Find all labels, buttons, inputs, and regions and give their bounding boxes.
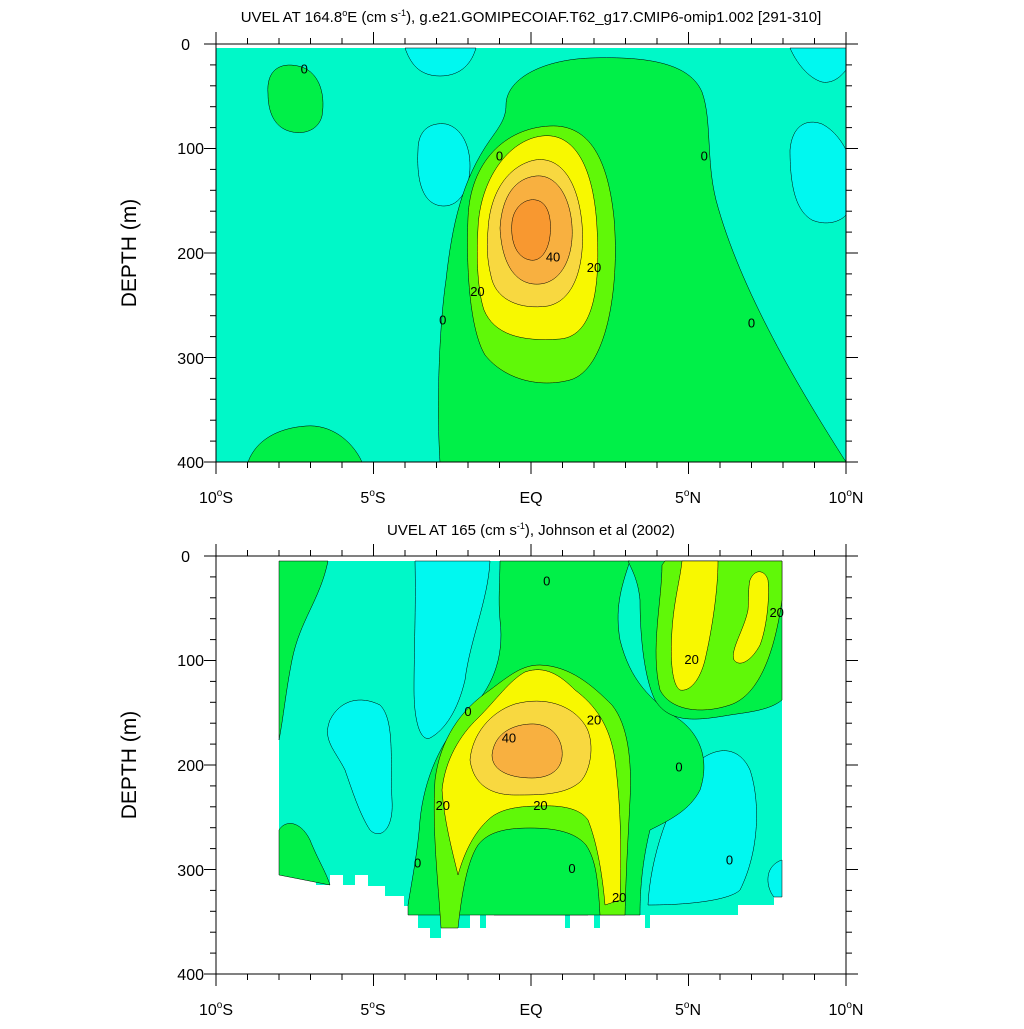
bottom-fill-cyan-left xyxy=(413,560,491,739)
top-x-tick-label: 10oS xyxy=(199,488,233,507)
top-y-tick-label: 200 xyxy=(177,246,204,263)
top-y-tick-labels: 0 100 200 300 400 xyxy=(177,37,204,472)
bottom-contour-label: 0 xyxy=(726,853,733,868)
bottom-contour-label: 20 xyxy=(684,652,698,667)
top-contour-labels: 0 0 0 0 0 20 20 40 xyxy=(301,62,756,331)
bottom-contour-label: 0 xyxy=(568,861,575,876)
bottom-contour-field xyxy=(278,560,783,938)
top-fill-surface-strip xyxy=(216,44,846,48)
bottom-fill-cyan-left-mid xyxy=(327,699,393,834)
bottom-y-tick-label: 100 xyxy=(177,653,204,670)
bottom-x-tick-label: 5oN xyxy=(675,1000,701,1019)
top-fill-cyan-top-right xyxy=(789,47,846,83)
top-panel: UVEL AT 164.8oE (cm s-1), g.e21.GOMIPECO… xyxy=(118,8,863,507)
top-fill-cyan-mid-left xyxy=(417,123,471,207)
bottom-x-tick-label: 5oS xyxy=(360,1000,385,1019)
bottom-fill-green-left-col xyxy=(278,560,329,741)
bottom-contour-labels: 0 0 0 0 0 0 20 20 20 20 20 20 40 xyxy=(414,574,784,906)
bottom-fill-green-lower-left xyxy=(278,823,331,886)
bottom-y-axis-label: DEPTH (m) xyxy=(118,711,141,820)
bottom-contour-label: 20 xyxy=(612,890,626,905)
bottom-title-exp: -1 xyxy=(517,521,525,531)
bottom-contour-label: 40 xyxy=(502,730,516,745)
top-fill-green-bottom-left xyxy=(247,425,363,462)
top-tick-marks xyxy=(204,32,858,474)
bottom-contour-label: 0 xyxy=(675,760,682,775)
top-fill-cyan-top-left xyxy=(404,47,477,77)
bottom-contour-label: 0 xyxy=(543,574,550,589)
top-contour-label: 0 xyxy=(748,315,755,330)
top-contour-label: 0 xyxy=(301,62,308,77)
bottom-contour-label: 20 xyxy=(769,605,783,620)
top-title-exp: -1 xyxy=(398,8,406,18)
bottom-fill-cyan-bottom-right xyxy=(767,859,783,898)
top-x-tick-label: 5oN xyxy=(675,488,701,507)
top-x-tick-labels: 10oS 5oS EQ 5oN 10oN xyxy=(199,488,863,507)
top-y-tick-label: 400 xyxy=(177,455,204,472)
bottom-fill-orange-center xyxy=(491,723,563,779)
top-contour-label: 20 xyxy=(587,260,601,275)
top-fill-green-blob-left xyxy=(267,64,324,133)
bottom-title-prefix: UVEL AT 165 (cm s xyxy=(387,522,517,539)
top-y-tick-label: 300 xyxy=(177,351,204,368)
top-contour-label: 20 xyxy=(470,284,484,299)
top-x-tick-label: EQ xyxy=(519,490,542,507)
top-x-tick-label: 5oS xyxy=(360,488,385,507)
top-contour-label: 0 xyxy=(496,148,503,163)
bottom-contour-label: 20 xyxy=(533,798,547,813)
bottom-contour-label: 0 xyxy=(464,704,471,719)
top-x-tick-label: 10oN xyxy=(829,488,864,507)
bottom-title: UVEL AT 165 (cm s-1), Johnson et al (200… xyxy=(387,521,675,539)
top-title-main: E (cm s xyxy=(347,9,398,26)
top-y-tick-label: 100 xyxy=(177,141,204,158)
top-contour-field xyxy=(216,44,846,462)
top-fill-cyan-mid-right xyxy=(789,121,846,224)
bottom-tick-marks xyxy=(204,544,858,986)
bottom-y-tick-label: 0 xyxy=(181,549,190,566)
top-contour-label: 0 xyxy=(701,148,708,163)
top-title-degree: o xyxy=(342,8,347,18)
bottom-contour-label: 20 xyxy=(436,798,450,813)
bottom-x-tick-label: 10oS xyxy=(199,1000,233,1019)
bottom-title-suffix: ), Johnson et al (2002) xyxy=(525,522,675,539)
bottom-y-tick-label: 400 xyxy=(177,967,204,984)
top-title-prefix: UVEL AT 164.8 xyxy=(241,9,342,26)
bottom-x-tick-label: 10oN xyxy=(829,1000,864,1019)
bottom-x-tick-labels: 10oS 5oS EQ 5oN 10oN xyxy=(199,1000,863,1019)
bottom-fill-yellow-right-blob xyxy=(733,571,769,664)
top-title-suffix: ), g.e21.GOMIPECOIAF.T62_g17.CMIP6-omip1… xyxy=(406,9,821,26)
bottom-contour-label: 20 xyxy=(587,713,601,728)
top-y-tick-label: 0 xyxy=(181,37,190,54)
top-fill-dark-orange xyxy=(511,199,551,261)
bottom-y-tick-label: 300 xyxy=(177,863,204,880)
bottom-y-tick-labels: 0 100 200 300 400 xyxy=(177,549,204,984)
top-contour-label: 40 xyxy=(546,250,560,265)
bottom-y-tick-label: 200 xyxy=(177,758,204,775)
bottom-panel: UVEL AT 165 (cm s-1), Johnson et al (200… xyxy=(118,521,863,1019)
top-title: UVEL AT 164.8oE (cm s-1), g.e21.GOMIPECO… xyxy=(241,8,822,26)
bottom-fill-yellow-right-col xyxy=(671,560,719,691)
bottom-x-tick-label: EQ xyxy=(519,1002,542,1019)
top-y-axis-label: DEPTH (m) xyxy=(118,199,141,308)
bottom-contour-label: 0 xyxy=(414,856,421,871)
top-contour-label: 0 xyxy=(439,312,446,327)
